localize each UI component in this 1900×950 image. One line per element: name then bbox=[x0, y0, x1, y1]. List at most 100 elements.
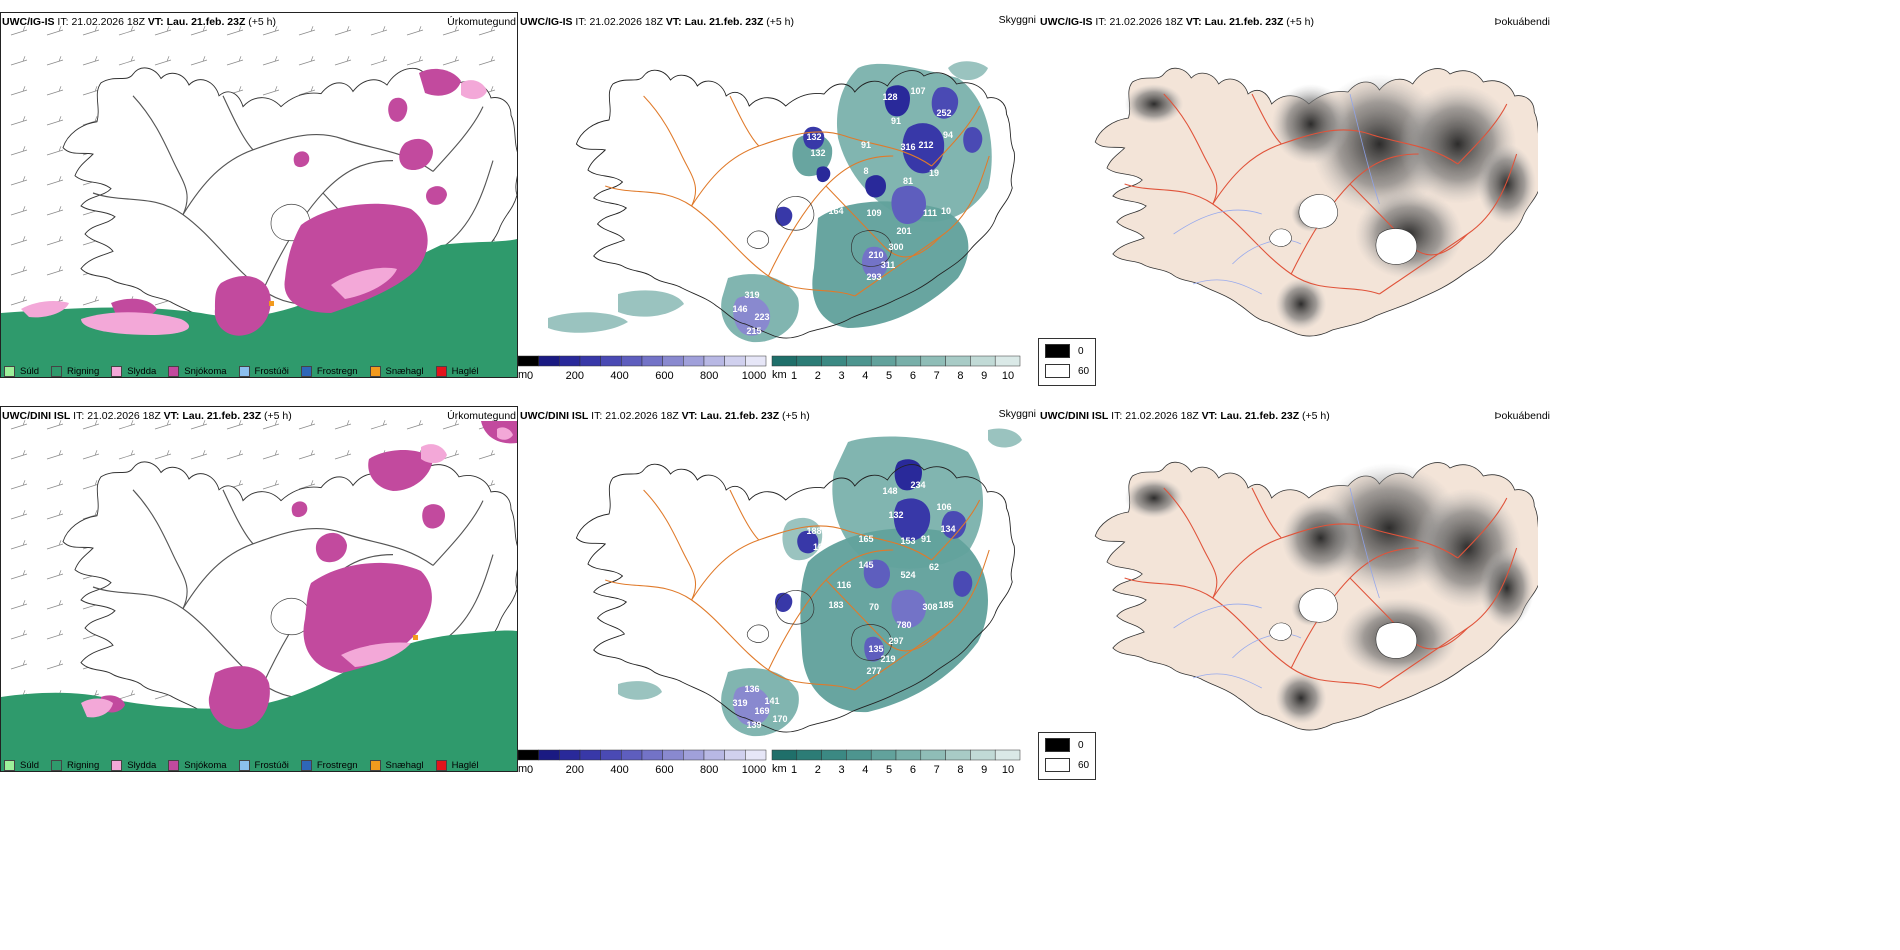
cloud-base-value: 139 bbox=[746, 720, 761, 730]
cloud-base-value: 277 bbox=[866, 666, 881, 676]
wind-barb bbox=[47, 420, 63, 429]
colorbar-segment bbox=[846, 750, 871, 760]
sleet-area-1 bbox=[421, 444, 447, 463]
visibility-colorbar: km 1 2 3 4 5 6 7 8 9 10 bbox=[772, 750, 1024, 778]
cloud-base-value: 316 bbox=[900, 142, 915, 152]
colorbar-tick-label: 5 bbox=[886, 370, 892, 382]
cloud-base-value: 524 bbox=[900, 570, 915, 580]
colorbar-tick-label: 1000 bbox=[742, 764, 766, 776]
fog-index-panel-top: UWC/IG-IS IT: 21.02.2026 18Z VT: Lau. 21… bbox=[1038, 14, 1552, 380]
visibility-colorbar: km 1 2 3 4 5 6 7 8 9 10 bbox=[772, 356, 1024, 384]
wind-barb bbox=[227, 420, 243, 429]
cloud-base-value: 145 bbox=[858, 560, 873, 570]
cloud-base-value: 146 bbox=[732, 304, 747, 314]
legend-label: Frostregn bbox=[317, 760, 358, 771]
colorbar-segment bbox=[822, 750, 847, 760]
wind-barb bbox=[371, 26, 387, 35]
legend-label: Snæhagl bbox=[386, 366, 424, 377]
cloud-base-value: 19 bbox=[929, 168, 939, 178]
cloud-base-value: 297 bbox=[888, 636, 903, 646]
colorbar-tick-label: 6 bbox=[910, 764, 916, 776]
cloud-base-value: 116 bbox=[837, 580, 852, 590]
legend-swatch bbox=[51, 760, 62, 771]
wind-barb bbox=[11, 296, 27, 305]
legend-item: Súld bbox=[4, 366, 39, 377]
legend-swatch bbox=[111, 760, 122, 771]
wind-barb bbox=[263, 420, 279, 429]
cloud-base-value: 132 bbox=[806, 132, 821, 142]
colorbar-tick-label: 9 bbox=[981, 764, 987, 776]
wind-barb bbox=[47, 570, 63, 579]
cloud-base-value: 311 bbox=[881, 260, 896, 270]
colorbar-tick-label: 7 bbox=[934, 370, 940, 382]
wind-barb bbox=[11, 146, 27, 155]
colorbar-segment bbox=[683, 356, 704, 366]
wind-barb bbox=[11, 420, 27, 429]
cloud-base-value: 136 bbox=[744, 684, 759, 694]
fog-legend-item: 0 bbox=[1045, 738, 1084, 752]
cloud-base-value: 223 bbox=[754, 312, 769, 322]
cloud-base-value: 780 bbox=[896, 620, 911, 630]
wind-barb bbox=[191, 26, 207, 35]
colorbar-unit: m bbox=[518, 763, 527, 775]
fog-legend-swatch bbox=[1045, 344, 1070, 358]
colorbar-segment bbox=[559, 750, 580, 760]
cloud-base-value: 165 bbox=[858, 534, 873, 544]
cloud-base-panel-top: UWC/IG-IS IT: 21.02.2026 18Z VT: Lau. 21… bbox=[518, 14, 1038, 380]
wind-barb bbox=[11, 600, 27, 609]
wind-barb bbox=[263, 480, 279, 489]
colorbar-tick-label: 800 bbox=[700, 370, 718, 382]
panel-title: Skyggni bbox=[999, 408, 1036, 420]
fog-legend-label: 60 bbox=[1078, 760, 1089, 771]
wind-barb bbox=[11, 206, 27, 215]
cloud-base-value: 308 bbox=[922, 602, 937, 612]
colorbar-segment bbox=[518, 356, 539, 366]
legend-swatch bbox=[370, 760, 381, 771]
panel-header: UWC/DINI ISL IT: 21.02.2026 18Z VT: Lau.… bbox=[1038, 408, 1552, 424]
wind-barb bbox=[443, 26, 459, 35]
fog-legend-item: 60 bbox=[1045, 758, 1089, 772]
wind-barb bbox=[47, 56, 63, 65]
cloud-base-value: 234 bbox=[910, 480, 925, 490]
colorbar-segment bbox=[946, 750, 971, 760]
cloud-base-value: 81 bbox=[903, 176, 913, 186]
wind-barb bbox=[119, 450, 135, 459]
cloud-base-map: 148 234 132 106 188 10 165 153 91 134 145 62 116 524 1… bbox=[518, 422, 1038, 748]
wind-barb bbox=[11, 510, 27, 519]
wind-barb bbox=[47, 26, 63, 35]
colorbar-tick-label: 4 bbox=[862, 764, 868, 776]
cloud-base-map: 128 107 91 252 132 132 91 316 212 94 8 19 106 81 164 10… bbox=[518, 28, 1038, 354]
legend-swatch bbox=[4, 366, 15, 377]
cloud-base-value: 183 bbox=[828, 600, 843, 610]
colorbar-segment bbox=[621, 750, 642, 760]
legend-label: Haglél bbox=[452, 760, 479, 771]
cloud-base-value: 148 bbox=[882, 486, 897, 496]
cloud-base-panel-bottom: UWC/DINI ISL IT: 21.02.2026 18Z VT: Lau.… bbox=[518, 408, 1038, 774]
colorbar-tick-label: 1 bbox=[791, 764, 797, 776]
fog-legend-label: 0 bbox=[1078, 346, 1084, 357]
wind-barb bbox=[263, 450, 279, 459]
colorbar-segment bbox=[921, 356, 946, 366]
cloud-base-value: 212 bbox=[918, 140, 933, 150]
colorbar-tick-label: 800 bbox=[700, 764, 718, 776]
wind-barb bbox=[407, 420, 423, 429]
legend-item: Haglél bbox=[436, 760, 479, 771]
legend-label: Frostregn bbox=[317, 366, 358, 377]
wind-barb bbox=[299, 56, 315, 65]
legend-item: Snæhagl bbox=[370, 760, 424, 771]
cloud-base-value: 91 bbox=[891, 116, 901, 126]
legend-label: Súld bbox=[20, 760, 39, 771]
fog-legend-item: 0 bbox=[1045, 344, 1084, 358]
wind-barb bbox=[191, 420, 207, 429]
colorbar-segment bbox=[663, 356, 684, 366]
colorbar-segment bbox=[663, 750, 684, 760]
wind-barb bbox=[263, 56, 279, 65]
colorbar-segment bbox=[725, 750, 746, 760]
precip-type-panel-bottom: UWC/DINI ISL IT: 21.02.2026 18Z VT: Lau.… bbox=[0, 408, 518, 774]
cloud-base-value: 91 bbox=[921, 534, 931, 544]
wind-barb bbox=[335, 450, 351, 459]
colorbar-unit: km bbox=[772, 763, 787, 775]
cloud-base-value: 210 bbox=[868, 250, 883, 260]
colorbar-segment bbox=[642, 356, 663, 366]
wind-barb bbox=[11, 630, 27, 639]
